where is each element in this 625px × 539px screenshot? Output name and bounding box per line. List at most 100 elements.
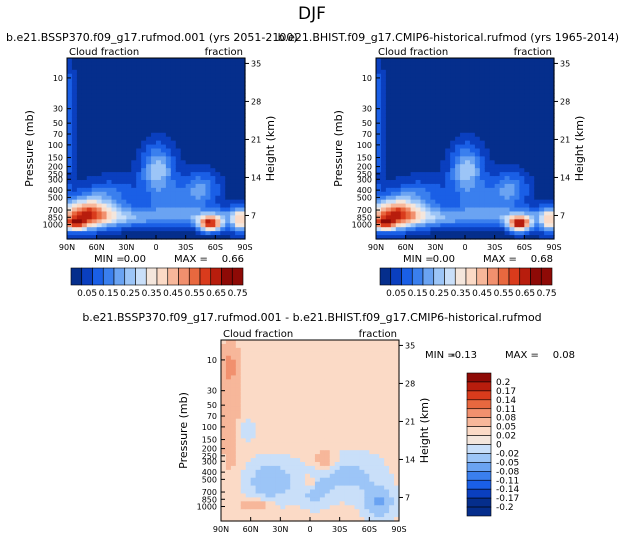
field-cell bbox=[170, 85, 177, 91]
field-cell bbox=[379, 426, 385, 432]
field-cell bbox=[410, 136, 417, 142]
field-cell bbox=[549, 231, 555, 236]
field-cell bbox=[359, 340, 365, 345]
field-cell bbox=[285, 458, 291, 463]
field-cell bbox=[310, 391, 316, 396]
field-cell bbox=[255, 410, 262, 416]
field-cell bbox=[384, 383, 390, 388]
field-cell bbox=[215, 144, 221, 150]
field-cell bbox=[435, 144, 441, 150]
field-cell bbox=[185, 223, 192, 228]
field-cell bbox=[484, 144, 491, 150]
field-cell bbox=[380, 183, 387, 189]
field-cell bbox=[270, 513, 276, 518]
field-cell bbox=[420, 199, 427, 205]
field-cell bbox=[354, 454, 361, 459]
field-cell bbox=[489, 227, 496, 232]
field-cell bbox=[146, 219, 152, 224]
field-cell bbox=[190, 105, 197, 110]
field-cell bbox=[364, 469, 370, 475]
field-cell bbox=[364, 387, 370, 392]
field-cell bbox=[240, 501, 247, 506]
field-cell bbox=[230, 383, 237, 388]
field-cell bbox=[240, 497, 247, 502]
field-cell bbox=[479, 195, 486, 201]
field-cell bbox=[190, 187, 197, 193]
field-cell bbox=[484, 187, 491, 193]
field-cell bbox=[484, 132, 491, 138]
field-cell bbox=[141, 160, 147, 165]
field-cell bbox=[450, 172, 456, 177]
field-cell bbox=[410, 179, 417, 185]
field-cell bbox=[519, 219, 525, 224]
field-cell bbox=[221, 493, 227, 498]
field-cell bbox=[81, 191, 88, 197]
field-cell bbox=[405, 187, 412, 193]
field-cell bbox=[489, 191, 496, 197]
field-cell bbox=[225, 477, 232, 483]
field-cell bbox=[200, 124, 207, 130]
max-value: 0.68 bbox=[531, 254, 553, 265]
field-cell bbox=[499, 81, 506, 87]
field-cell bbox=[200, 183, 207, 189]
field-cell bbox=[519, 109, 525, 114]
field-cell bbox=[435, 61, 441, 67]
field-cell bbox=[310, 418, 316, 424]
field-cell bbox=[310, 387, 316, 392]
field-cell bbox=[265, 442, 272, 447]
field-cell bbox=[504, 128, 511, 134]
field-cell bbox=[81, 77, 88, 83]
field-cell bbox=[349, 461, 356, 467]
field-cell bbox=[504, 81, 511, 87]
field-cell bbox=[465, 140, 471, 146]
field-cell bbox=[275, 509, 281, 514]
field-cell bbox=[255, 501, 262, 506]
field-cell bbox=[499, 183, 506, 189]
field-cell bbox=[230, 160, 236, 165]
field-cell bbox=[474, 144, 481, 150]
field-cell bbox=[549, 97, 555, 102]
field-cell bbox=[524, 65, 530, 71]
field-cell bbox=[379, 454, 385, 459]
field-cell bbox=[230, 231, 236, 236]
field-cell bbox=[385, 85, 392, 91]
field-cell bbox=[425, 211, 431, 216]
field-cell bbox=[339, 359, 346, 365]
field-cell bbox=[81, 231, 88, 236]
field-cell bbox=[121, 77, 127, 83]
field-cell bbox=[334, 355, 341, 361]
field-cell bbox=[425, 227, 431, 232]
field-cell bbox=[349, 391, 356, 396]
field-cell bbox=[255, 406, 262, 412]
field-cell bbox=[314, 395, 321, 400]
field-cell bbox=[374, 367, 380, 373]
field-cell bbox=[76, 164, 83, 169]
field-cell bbox=[455, 156, 461, 161]
field-cell bbox=[235, 187, 241, 193]
field-cell bbox=[410, 69, 417, 75]
field-cell bbox=[450, 235, 456, 240]
field-cell bbox=[305, 395, 311, 400]
field-cell bbox=[250, 359, 257, 365]
field-cell bbox=[425, 61, 431, 67]
field-cell bbox=[265, 517, 272, 522]
field-cell bbox=[210, 140, 216, 146]
field-cell bbox=[255, 509, 262, 514]
field-cell bbox=[240, 399, 247, 404]
field-cell bbox=[225, 132, 231, 138]
field-cell bbox=[435, 191, 441, 197]
field-cell bbox=[549, 61, 555, 67]
field-cell bbox=[494, 61, 501, 67]
field-cell bbox=[210, 176, 216, 181]
field-cell bbox=[270, 430, 276, 436]
field-cell bbox=[250, 501, 257, 506]
field-cell bbox=[245, 343, 252, 349]
field-cell bbox=[106, 152, 113, 157]
field-cell bbox=[420, 93, 427, 98]
field-cell bbox=[280, 351, 286, 357]
field-cell bbox=[534, 235, 540, 240]
field-cell bbox=[165, 207, 172, 213]
field-cell bbox=[200, 73, 207, 79]
field-cell bbox=[494, 136, 501, 142]
field-cell bbox=[210, 156, 216, 161]
